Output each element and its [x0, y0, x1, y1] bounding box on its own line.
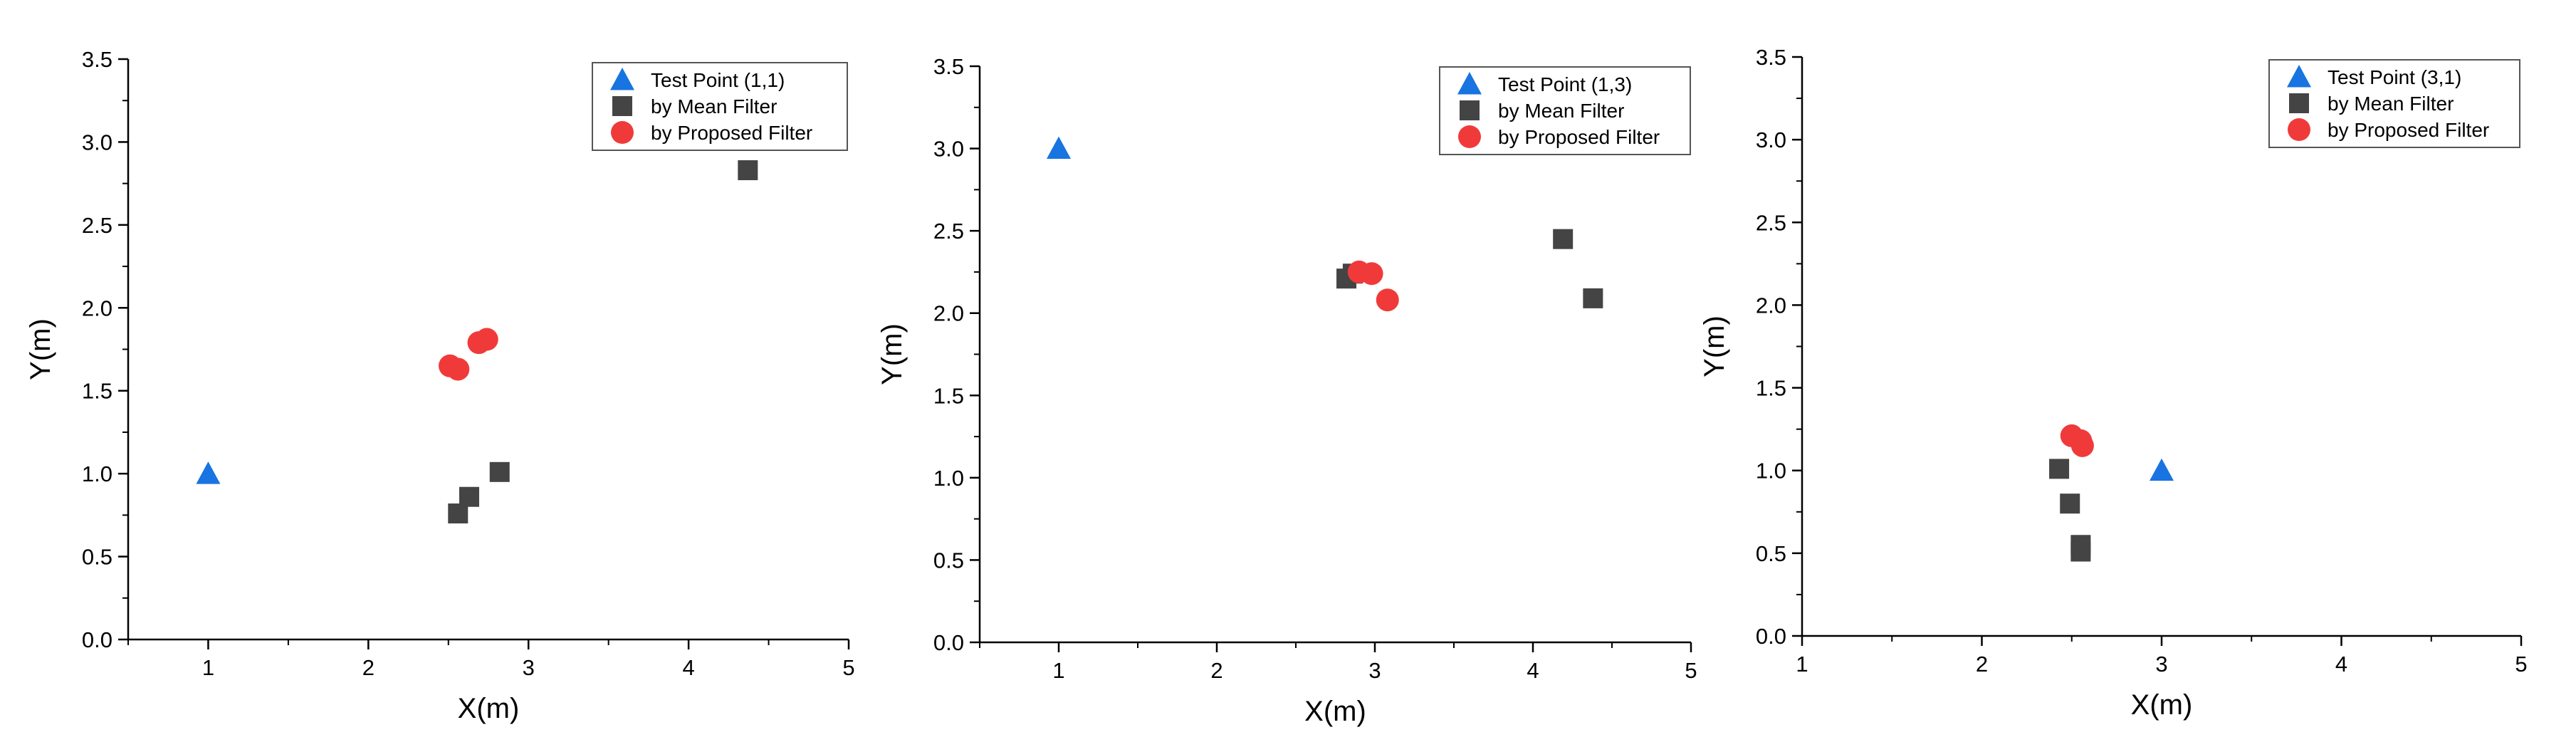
x-axis-label: X(m) [2131, 689, 2193, 721]
x-tick-label: 4 [1527, 658, 1539, 683]
y-tick-label: 3.0 [82, 130, 112, 155]
mean-filter-point [2060, 494, 2080, 514]
y-tick-label: 1.0 [933, 466, 964, 491]
y-tick-label: 0.0 [82, 627, 112, 652]
y-tick-label: 3.0 [933, 137, 964, 162]
y-axis-label: Y(m) [1699, 315, 1730, 377]
series-1 [196, 461, 221, 484]
x-tick-label: 2 [1210, 658, 1222, 683]
y-axis-label: Y(m) [25, 318, 56, 380]
x-tick-label: 3 [1368, 658, 1381, 683]
y-tick-label: 3.5 [933, 54, 964, 79]
x-axis-label: X(m) [458, 693, 520, 724]
mean-filter-point [459, 486, 480, 507]
legend-label: Test Point (1,3) [1498, 73, 1632, 95]
x-tick-label: 2 [362, 655, 375, 680]
test-point-marker [1047, 136, 1071, 160]
x-tick-label: 4 [2335, 652, 2347, 677]
y-tick-label: 2.0 [933, 301, 964, 326]
y-tick-label: 1.5 [82, 379, 112, 404]
y-tick-label: 0.5 [1756, 541, 1786, 566]
x-tick-label: 4 [682, 655, 694, 680]
legend-box [592, 62, 848, 151]
x-tick-label: 1 [202, 655, 214, 680]
y-axis-label: Y(m) [876, 323, 908, 385]
x-tick-label: 2 [1976, 652, 1988, 677]
mean-filter-point [489, 461, 510, 482]
chart-panel-3: 1 2 3 4 5 0.0 0.5 1.0 1.5 2.0 2.5 3.0 3.5 X(m) Y(m) Tes… [1699, 45, 2528, 721]
y-tick-label: 0.0 [933, 630, 964, 655]
legend-box [2268, 59, 2520, 148]
y-tick-label: 1.5 [1756, 376, 1786, 401]
proposed-filter-point [1376, 288, 1399, 312]
mean-filter-point [1583, 288, 1603, 308]
y-tick-label: 2.5 [1756, 210, 1786, 235]
legend-marker [2289, 93, 2309, 113]
legend-marker [1457, 72, 1482, 95]
x-tick-label: 1 [1052, 658, 1064, 683]
y-tick-label: 2.0 [1756, 293, 1786, 318]
y-tick-label: 0.5 [82, 545, 112, 570]
series-3 [439, 328, 498, 381]
proposed-filter-point [475, 328, 498, 351]
y-tick-label: 1.5 [933, 383, 964, 408]
legend-label: Test Point (1,1) [651, 69, 785, 91]
series-2 [448, 160, 758, 524]
legend-marker [1460, 100, 1480, 120]
x-axis-label: X(m) [1304, 696, 1366, 727]
series-3 [2060, 424, 2094, 457]
test-point-marker [2150, 458, 2174, 481]
series-3 [1347, 260, 1399, 312]
legend-label: by Proposed Filter [2328, 119, 2489, 141]
legend: Test Point (1,3) by Mean Filter by Propose… [1439, 66, 1691, 155]
y-tick-label: 3.5 [1756, 45, 1786, 70]
series-1 [2150, 458, 2174, 481]
legend: Test Point (1,1) by Mean Filter by Propose… [592, 62, 848, 151]
mean-filter-point [738, 160, 758, 181]
x-tick-label: 5 [2515, 652, 2527, 677]
y-tick-label: 3.5 [82, 47, 112, 72]
chart-panel-1: 1 2 3 4 5 0.0 0.5 1.0 1.5 2.0 2.5 3.0 3.5 X(m) Y(m) Tes… [25, 47, 855, 724]
legend-marker [610, 68, 634, 90]
y-tick-label: 2.0 [82, 296, 112, 320]
legend-marker [611, 121, 634, 144]
legend-label: by Proposed Filter [1498, 126, 1660, 148]
mean-filter-point [1553, 229, 1574, 249]
series-2 [2049, 459, 2091, 562]
legend-label: by Mean Filter [1498, 100, 1624, 122]
y-tick-label: 1.0 [82, 461, 112, 486]
series-1 [1047, 136, 1071, 160]
legend-label: Test Point (3,1) [2328, 66, 2461, 88]
x-tick-label: 5 [1685, 658, 1697, 683]
legend: Test Point (3,1) by Mean Filter by Propose… [2268, 59, 2520, 148]
legend-marker [1458, 125, 1481, 148]
legend-label: by Mean Filter [2328, 93, 2454, 115]
y-tick-label: 3.0 [1756, 127, 1786, 152]
y-tick-label: 2.5 [933, 219, 964, 244]
legend-marker [2287, 65, 2311, 88]
x-tick-label: 5 [842, 655, 854, 680]
mean-filter-point [2049, 459, 2070, 479]
x-tick-label: 3 [523, 655, 535, 680]
proposed-filter-point [2070, 434, 2094, 457]
proposed-filter-point [1360, 262, 1383, 286]
legend-label: by Mean Filter [651, 95, 777, 118]
y-tick-label: 0.0 [1756, 624, 1786, 649]
y-tick-label: 0.5 [933, 548, 964, 573]
y-tick-label: 1.0 [1756, 459, 1786, 484]
legend-marker [2288, 118, 2310, 141]
legend-box [1439, 66, 1691, 155]
chart-panel-2: 1 2 3 4 5 0.0 0.5 1.0 1.5 2.0 2.5 3.0 3.5 X(m) Y(m) Tes… [876, 54, 1697, 727]
mean-filter-point [2070, 541, 2091, 562]
legend-label: by Proposed Filter [651, 122, 812, 144]
y-tick-label: 2.5 [82, 213, 112, 238]
test-point-marker [196, 461, 221, 484]
x-tick-label: 1 [1796, 652, 1808, 677]
proposed-filter-point [446, 357, 470, 381]
x-tick-label: 3 [2155, 652, 2167, 677]
legend-marker [612, 96, 632, 116]
